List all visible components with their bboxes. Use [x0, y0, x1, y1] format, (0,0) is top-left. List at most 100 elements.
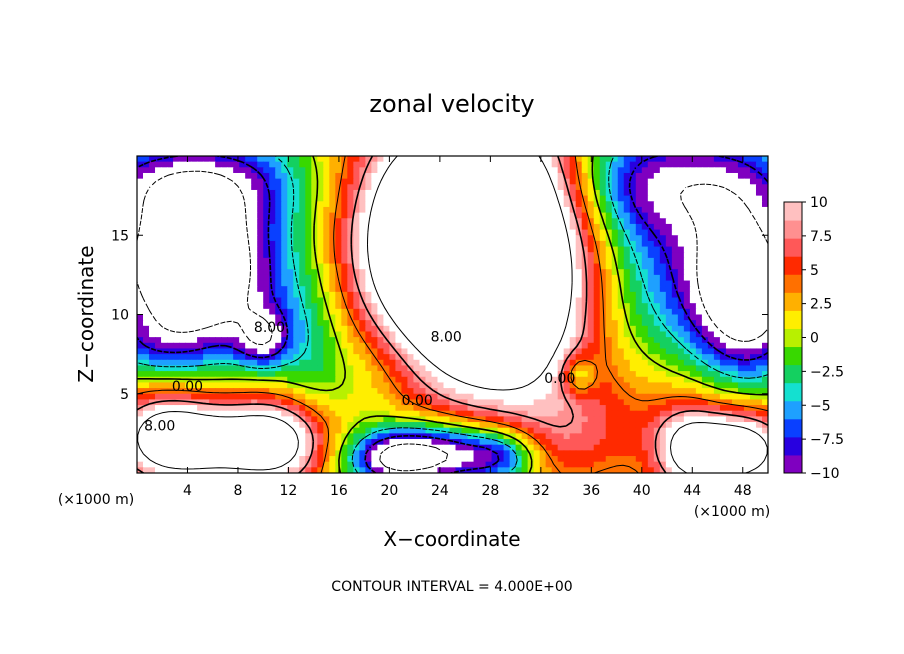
field-cell: [305, 257, 312, 265]
field-cell: [227, 172, 234, 180]
field-cell: [635, 354, 643, 361]
field-cell: [641, 365, 649, 372]
field-cell: [563, 376, 571, 384]
field-cell: [605, 223, 613, 231]
field-cell: [155, 365, 162, 372]
field-cell: [611, 371, 619, 378]
field-cell: [515, 195, 523, 202]
field-cell: [647, 161, 655, 168]
field-cell: [155, 206, 162, 214]
field-cell: [581, 371, 589, 378]
field-cell: [227, 331, 234, 338]
field-cell: [761, 206, 768, 214]
field-cell: [737, 257, 745, 265]
field-cell: [173, 167, 180, 174]
field-cell: [623, 257, 631, 265]
field-cell: [341, 172, 348, 180]
field-cell: [569, 291, 577, 299]
field-cell: [233, 235, 240, 242]
field-cell: [413, 172, 421, 180]
field-cell: [155, 257, 162, 265]
field-cell: [335, 246, 342, 253]
field-cell: [371, 393, 378, 401]
field-cell: [395, 201, 403, 208]
field-cell: [251, 303, 258, 310]
field-cell: [545, 405, 553, 412]
field-cell: [425, 410, 433, 417]
field-cell: [521, 331, 529, 338]
field-cell: [281, 348, 288, 355]
field-cell: [365, 388, 372, 395]
field-cell: [755, 325, 763, 333]
field-cell: [143, 280, 150, 287]
field-cell: [557, 274, 565, 282]
field-cell: [521, 348, 529, 355]
field-cell: [497, 405, 505, 412]
field-cell: [167, 280, 174, 287]
velocity-field: [137, 156, 768, 473]
field-cell: [461, 308, 469, 316]
field-cell: [713, 382, 721, 389]
field-cell: [479, 172, 487, 180]
field-cell: [689, 252, 697, 259]
field-cell: [617, 156, 625, 163]
field-cell: [281, 410, 288, 417]
field-cell: [731, 416, 739, 423]
field-cell: [665, 410, 673, 417]
field-cell: [617, 223, 625, 231]
field-cell: [335, 167, 342, 174]
field-cell: [221, 320, 228, 327]
field-cell: [293, 320, 300, 327]
field-cell: [281, 422, 288, 429]
field-cell: [245, 422, 252, 429]
field-cell: [713, 308, 721, 316]
field-cell: [617, 240, 625, 248]
field-cell: [443, 274, 451, 282]
field-cell: [587, 320, 595, 327]
field-cell: [665, 371, 673, 378]
field-cell: [539, 229, 547, 236]
field-cell: [653, 410, 661, 417]
field-cell: [173, 388, 180, 395]
field-cell: [257, 337, 264, 344]
field-cell: [695, 212, 703, 219]
field-cell: [755, 161, 763, 168]
field-cell: [269, 172, 276, 180]
field-cell: [671, 286, 679, 293]
field-cell: [521, 195, 529, 202]
field-cell: [569, 297, 577, 304]
field-cell: [437, 320, 445, 327]
field-cell: [533, 405, 541, 412]
field-cell: [167, 201, 174, 208]
field-cell: [209, 286, 216, 293]
field-cell: [239, 263, 246, 270]
field-cell: [443, 422, 451, 429]
field-cell: [545, 286, 553, 293]
field-cell: [185, 354, 192, 361]
field-cell: [191, 189, 198, 197]
field-cell: [287, 354, 294, 361]
field-cell: [611, 337, 619, 344]
field-cell: [635, 382, 643, 389]
field-cell: [407, 235, 415, 242]
field-cell: [185, 184, 192, 191]
field-cell: [173, 280, 180, 287]
field-cell: [647, 291, 655, 299]
field-cell: [461, 303, 469, 310]
field-cell: [617, 218, 625, 225]
field-cell: [605, 405, 613, 412]
field-cell: [533, 269, 541, 276]
field-cell: [671, 195, 679, 202]
field-cell: [647, 314, 655, 321]
field-cell: [137, 371, 144, 378]
field-cell: [269, 422, 276, 429]
field-cell: [455, 416, 463, 423]
field-cell: [389, 212, 397, 219]
field-cell: [551, 206, 559, 214]
field-cell: [683, 314, 691, 321]
field-cell: [575, 235, 583, 242]
field-cell: [323, 348, 330, 355]
field-cell: [677, 331, 685, 338]
field-cell: [515, 303, 523, 310]
field-cell: [545, 257, 553, 265]
